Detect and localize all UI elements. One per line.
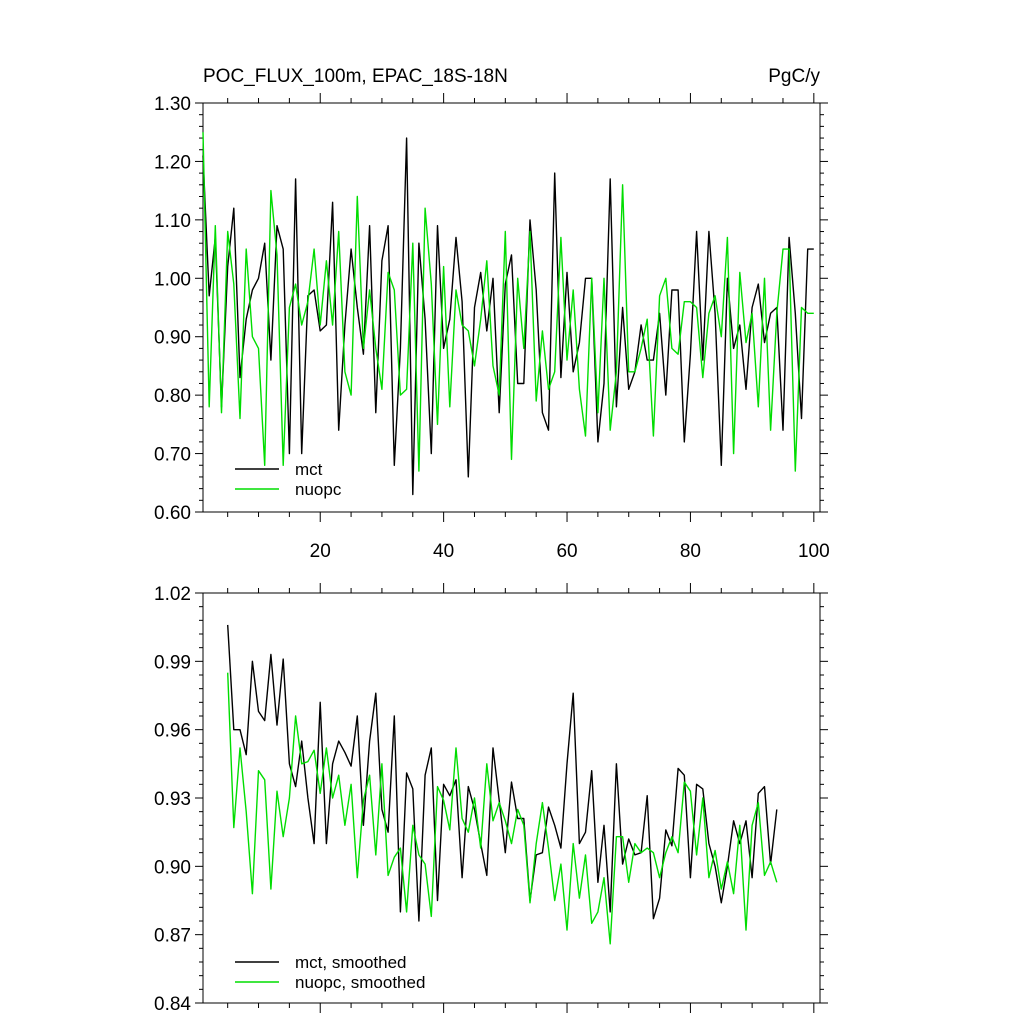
legend-label: nuopc, smoothed [295, 973, 425, 992]
x-tick-label: 20 [310, 541, 331, 562]
top-plot: 0.60 0.70 0.80 0.90 1.00 1.10 1.20 1.30 20 40 60 80… [154, 93, 830, 562]
plot-frame [202, 592, 821, 1004]
x-tick-label: 100 [798, 541, 830, 562]
series-line-nuopc [202, 132, 814, 472]
y-tick-label: 0.60 [154, 503, 191, 524]
y-tick-label: 0.96 [154, 721, 191, 742]
x-tick-label: 80 [680, 541, 701, 562]
y-tick-label: 0.90 [154, 328, 191, 349]
y-tick-label: 0.99 [154, 652, 191, 673]
legend-label: mct [295, 460, 323, 479]
y-tick-label: 1.02 [154, 584, 191, 605]
y-tick-label: 0.70 [154, 445, 191, 466]
chart-title: POC_FLUX_100m, EPAC_18S-18N [203, 66, 508, 87]
series-line-mct [227, 624, 778, 922]
y-tick-label: 0.90 [154, 857, 191, 878]
legend-label: nuopc [295, 480, 342, 499]
plot-frame [202, 102, 821, 513]
legend-label: mct, smoothed [295, 953, 407, 972]
y-tick-label: 1.20 [154, 152, 191, 173]
y-tick-label: 1.00 [154, 269, 191, 290]
units-label: PgC/y [768, 66, 820, 87]
bottom-plot: 0.84 0.87 0.90 0.93 0.96 0.99 1.02 mct, smoothe… [154, 583, 828, 1015]
y-tick-label: 0.93 [154, 789, 191, 810]
x-tick-label: 40 [433, 541, 454, 562]
y-tick-label: 0.84 [154, 994, 191, 1015]
y-tick-label: 1.30 [154, 94, 191, 115]
x-tick-label: 60 [556, 541, 577, 562]
y-tick-label: 0.80 [154, 386, 191, 407]
y-tick-label: 1.10 [154, 211, 191, 232]
series-line-mct [202, 137, 814, 496]
series-line-nuopc [227, 672, 778, 945]
y-tick-label: 0.87 [154, 926, 191, 947]
